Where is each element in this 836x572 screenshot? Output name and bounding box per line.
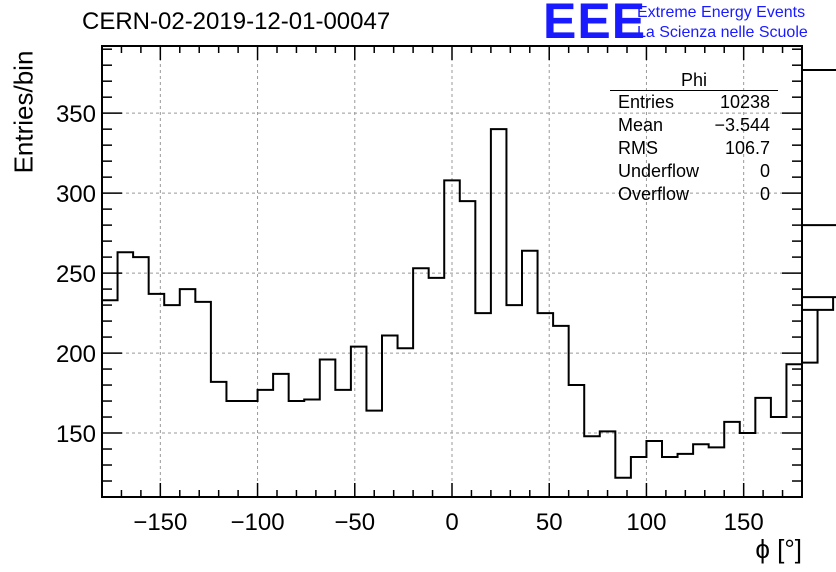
- histogram-bin: [646, 441, 662, 497]
- stats-value: 10238: [719, 92, 770, 112]
- x-tick-label: −50: [334, 509, 375, 536]
- histogram-bin: [226, 401, 242, 497]
- histogram-bin: [180, 289, 196, 497]
- stats-label: Mean: [618, 115, 664, 135]
- stats-row-rms: RMS 106.7: [610, 137, 778, 160]
- histogram-bin: [382, 335, 398, 497]
- stats-label: Entries: [618, 92, 675, 112]
- histogram-bin: [615, 478, 631, 497]
- stats-value: 0: [759, 184, 770, 204]
- histogram-bin: [444, 180, 460, 497]
- stats-value: 106.7: [724, 138, 770, 158]
- histogram-bin: [693, 444, 709, 497]
- histogram-bin: [398, 348, 414, 497]
- histogram-bin: [460, 201, 476, 497]
- x-tick-label: 0: [445, 509, 458, 536]
- y-tick-label: 350: [56, 101, 96, 128]
- histogram-bin: [724, 422, 740, 497]
- histogram-bin: [242, 401, 258, 497]
- histogram-bin: [133, 257, 149, 497]
- histogram-bin: [522, 251, 538, 497]
- histogram-bin: [211, 382, 227, 497]
- logo-subtitle-line2: La Scienza nelle Scuole: [637, 24, 808, 41]
- histogram-outline: [102, 68, 836, 497]
- histogram-series: [102, 68, 836, 497]
- histogram-bin: [584, 436, 600, 497]
- stats-label: RMS: [618, 138, 658, 158]
- stats-value: −3.544: [714, 115, 770, 135]
- run-title: CERN-02-2019-12-01-00047: [82, 8, 391, 35]
- stats-row-mean: Mean −3.544: [610, 114, 778, 137]
- x-axis-label: ϕ [°]: [755, 534, 802, 564]
- stats-label: Underflow: [618, 161, 700, 181]
- histogram-bin: [195, 302, 211, 497]
- histogram-bin: [786, 364, 802, 497]
- histogram-bin: [366, 411, 382, 497]
- stats-row-entries: Entries 10238: [610, 91, 778, 114]
- histogram-bin: [506, 305, 522, 497]
- x-tick-label: −150: [133, 509, 187, 536]
- histogram-bin: [102, 300, 118, 497]
- histogram-bin: [413, 268, 429, 497]
- x-tick-label: 100: [626, 509, 666, 536]
- logo-subtitle-line1: Extreme Energy Events: [637, 4, 806, 21]
- y-tick-label: 150: [56, 421, 96, 448]
- stats-row-underflow: Underflow 0: [610, 160, 778, 183]
- histogram-bin: [289, 401, 305, 497]
- stats-value: 0: [759, 161, 770, 181]
- histogram-bin: [755, 398, 771, 497]
- x-tick-label: 150: [724, 509, 764, 536]
- histogram-bin: [320, 359, 336, 497]
- axes: −150 −100 −50 0 50 100 150 150 200 250 300 350: [56, 45, 803, 536]
- histogram-bin: [335, 390, 351, 497]
- histogram-bin: [118, 252, 134, 497]
- histogram-bin: [538, 313, 554, 497]
- histogram-bin: [475, 313, 491, 497]
- histogram-bin: [273, 374, 289, 497]
- histogram-bin: [149, 294, 165, 497]
- stats-title: Phi: [610, 70, 778, 91]
- histogram-bin: [740, 433, 756, 497]
- histogram-bin: [164, 305, 180, 497]
- histogram-bin: [771, 417, 787, 497]
- histogram-bin: [600, 431, 616, 497]
- y-tick-label: 200: [56, 341, 96, 368]
- stats-label: Overflow: [618, 184, 690, 204]
- histogram-bin: [631, 457, 647, 497]
- histogram-bin: [569, 385, 585, 497]
- stats-box: Phi Entries 10238 Mean −3.544 RMS 106.7 …: [610, 70, 778, 206]
- x-tick-label: −100: [231, 509, 285, 536]
- histogram-bin: [258, 390, 274, 497]
- stats-row-overflow: Overflow 0: [610, 183, 778, 206]
- x-tick-label: 50: [536, 509, 563, 536]
- eee-logo: EEE: [543, 0, 647, 49]
- y-axis-label: Entries/bin: [8, 50, 39, 174]
- y-tick-label: 250: [56, 261, 96, 288]
- y-tick-label: 300: [56, 181, 96, 208]
- histogram-bin: [662, 457, 678, 497]
- grid-lines: [102, 46, 802, 497]
- histogram-bin: [429, 278, 445, 497]
- histogram-bin: [304, 399, 320, 497]
- histogram-bin: [351, 347, 367, 497]
- histogram-bin: [553, 326, 569, 497]
- histogram-bin: [491, 129, 507, 497]
- histogram-bin: [709, 447, 725, 497]
